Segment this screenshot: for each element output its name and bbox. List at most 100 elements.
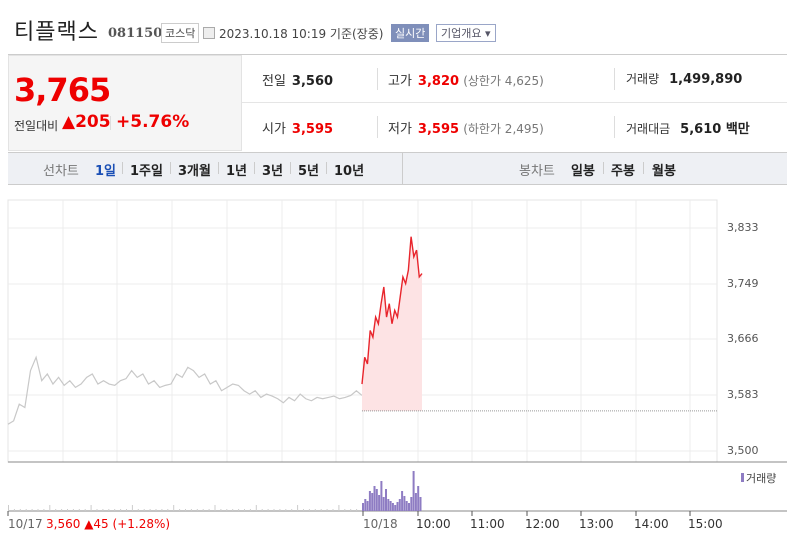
volume-bar: [102, 509, 104, 511]
volume-bar: [84, 509, 86, 511]
volume-bar: [344, 509, 346, 511]
y-tick-label: 3,666: [727, 332, 759, 345]
volume-bar: [196, 509, 198, 511]
y-tick-label: 3,583: [727, 388, 759, 401]
volume-bar: [362, 503, 364, 511]
realtime-button[interactable]: 실시간: [391, 24, 430, 42]
y-tick-label: 3,833: [727, 221, 759, 234]
company-overview-dropdown[interactable]: 기업개요 ▾: [436, 24, 496, 42]
chart-tab-bar: [8, 152, 787, 185]
volume-bar: [108, 509, 110, 511]
divider: [377, 116, 378, 138]
tab-1week[interactable]: 1주일: [130, 164, 163, 179]
volume-bar: [220, 509, 222, 511]
volume-bar: [255, 505, 257, 511]
divider: [614, 68, 615, 90]
volume-bar: [43, 509, 45, 511]
volume-bar: [417, 486, 420, 511]
volume-bar: [391, 503, 394, 511]
tab-3month[interactable]: 3개월: [178, 164, 211, 179]
prev-day-price-line: [7, 355, 363, 425]
volume-bar: [143, 509, 145, 511]
x-tick-label: 15:00: [688, 517, 723, 531]
tab-weekly-candle[interactable]: 주봉: [611, 164, 635, 179]
tab-1year[interactable]: 1년: [226, 164, 248, 179]
volume-bar: [37, 509, 39, 511]
x-tick-label: 11:00: [470, 517, 505, 531]
x-tick-label: 10/17: [8, 517, 43, 531]
volume-bar: [167, 509, 169, 511]
volume-bar: [161, 509, 163, 511]
volume-bar: [232, 509, 234, 511]
trade-amount: 거래대금 5,610 백만: [626, 122, 750, 137]
volume-bar: [8, 505, 9, 511]
volume-bar: [405, 501, 408, 511]
volume-bar: [366, 501, 369, 511]
volume-bar: [297, 505, 299, 511]
current-price: 3,765: [14, 71, 111, 109]
tab-10year[interactable]: 10년: [334, 164, 365, 179]
x-tick-label: 14:00: [634, 517, 669, 531]
volume-bar: [389, 501, 392, 511]
volume-bar: [419, 497, 422, 511]
volume-bar: [173, 505, 175, 511]
volume-bar: [25, 509, 27, 511]
volume-bar: [408, 503, 410, 511]
volume-bar: [13, 509, 15, 511]
volume-bar: [190, 509, 192, 511]
tab-daily-candle[interactable]: 일봉: [571, 164, 595, 179]
volume-bar: [226, 509, 228, 511]
y-tick-label: 3,500: [727, 444, 759, 457]
divider: [8, 54, 787, 55]
volume-bar: [303, 509, 304, 511]
volume-bar: [261, 509, 263, 511]
volume-bar: [273, 509, 275, 511]
prev-close: 전일 3,560: [262, 74, 334, 89]
tab-5year[interactable]: 5년: [298, 164, 320, 179]
volume-bar: [308, 509, 310, 511]
volume-bar: [320, 509, 322, 511]
volume-bar: [72, 509, 74, 511]
volume-bar: [267, 509, 269, 511]
volume-bar: [332, 509, 334, 511]
market-badge: 코스닥: [161, 23, 200, 43]
volume-bar: [364, 499, 367, 511]
x-tick-label: 13:00: [579, 517, 614, 531]
volume-bar: [49, 505, 51, 511]
tab-3year[interactable]: 3년: [262, 164, 284, 179]
volume-bar: [114, 509, 116, 511]
x-tick-label: 12:00: [525, 517, 560, 531]
volume-bar: [387, 499, 390, 511]
change-value: ▲205: [62, 112, 111, 132]
tab-1day[interactable]: 1일: [95, 164, 117, 179]
volume-bar: [96, 509, 98, 511]
prev-day-summary: 3,560 ▲45 (+1.28%): [46, 517, 171, 531]
x-tick-label: 10:00: [416, 517, 451, 531]
volume-bar: [401, 491, 404, 511]
volume-bar: [61, 509, 63, 511]
low-price: 저가 3,595 (하한가 2,495): [388, 122, 544, 137]
volume-bar: [19, 509, 21, 511]
volume-bar: [244, 509, 245, 511]
volume-bar: [412, 471, 415, 511]
today-price-line: [361, 236, 423, 385]
volume-bar: [238, 509, 240, 511]
stock-code: 081150: [108, 26, 163, 41]
volume-bar: [382, 497, 385, 511]
volume-bar: [410, 497, 413, 511]
volume-bar: [368, 491, 371, 511]
volume-bar: [279, 509, 281, 511]
volume-bar: [120, 509, 122, 511]
volume-bar: [373, 486, 376, 511]
volume-bar: [55, 509, 57, 511]
volume-bar: [131, 505, 133, 511]
volume-bar: [137, 509, 139, 511]
tab-monthly-candle[interactable]: 월봉: [652, 164, 676, 179]
divider: [110, 116, 111, 130]
volume-bar: [375, 489, 378, 511]
divider: [242, 102, 787, 103]
volume-bar: [326, 509, 328, 511]
high-price: 고가 3,820 (상한가 4,625): [388, 74, 544, 89]
volume-bar: [149, 509, 151, 511]
